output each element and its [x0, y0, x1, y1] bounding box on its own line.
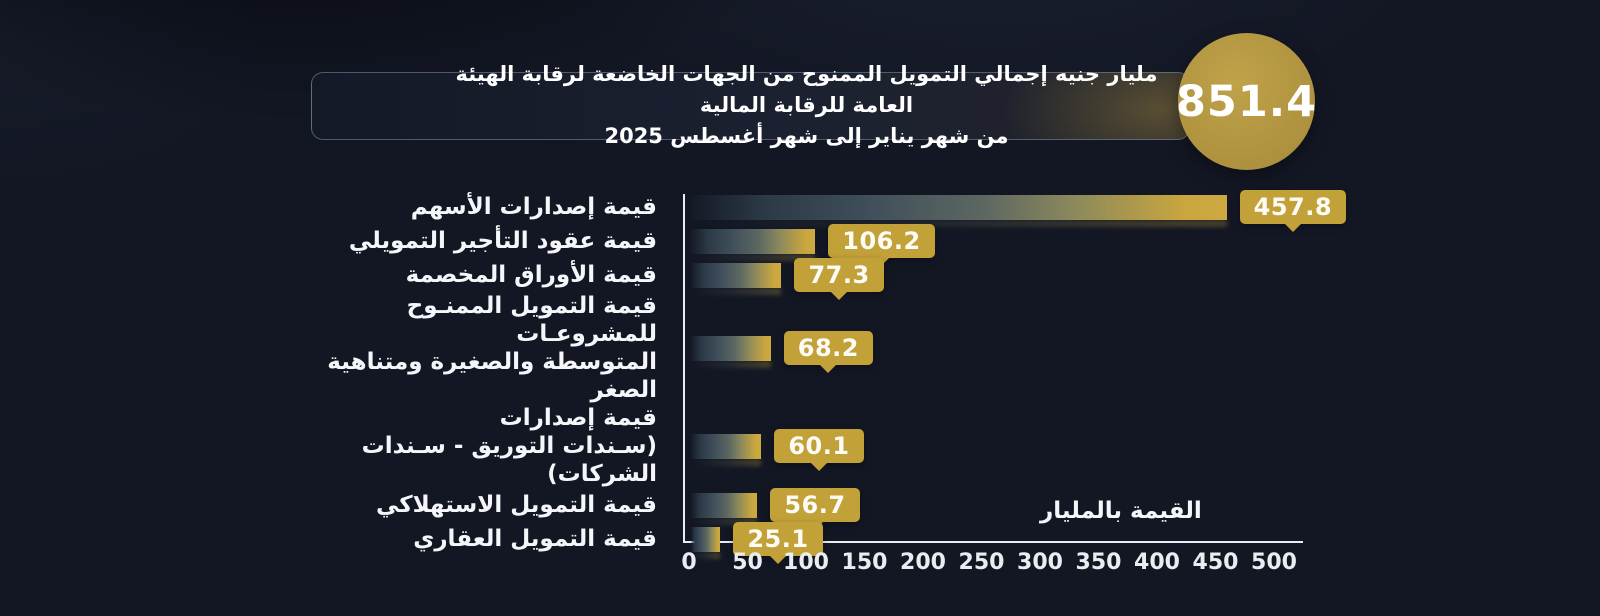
- bar: [691, 433, 762, 459]
- bar-cell: 106.2: [657, 224, 1345, 258]
- bar-cell: 60.1: [657, 429, 1345, 463]
- x-tick: 300: [1017, 550, 1063, 575]
- chart-row: قيمة إصدارات (سـندات التوريق - سـندات ال…: [285, 404, 1345, 488]
- bar-chart: قيمة إصدارات الأسهم 457.8 قيمة عقود التأ…: [285, 190, 1347, 556]
- x-axis-line: [683, 541, 1303, 543]
- category-label: قيمة إصدارات (سـندات التوريق - سـندات ال…: [361, 405, 657, 487]
- title-line-1: مليار جنيه إجمالي التمويل الممنوح من الج…: [455, 61, 1158, 117]
- y-axis-line: [683, 194, 685, 543]
- value-badge: 77.3: [794, 258, 884, 292]
- bar: [691, 228, 816, 254]
- x-tick: 200: [900, 550, 946, 575]
- chart-row: قيمة إصدارات الأسهم 457.8: [285, 190, 1347, 224]
- bar: [691, 262, 782, 288]
- value-badge: 56.7: [770, 488, 860, 522]
- bar-cell: 68.2: [657, 331, 1345, 365]
- value-badge: 25.1: [733, 522, 823, 556]
- bar-cell: 25.1: [657, 522, 1345, 556]
- value-badge: 60.1: [774, 429, 864, 463]
- x-axis-ticks: 0 50 100 150 200 250 300 350 400 450 500: [681, 550, 1297, 580]
- chart-row: قيمة التمويل الممنـوح للمشروعـات المتوسط…: [285, 292, 1345, 404]
- total-value: 851.4: [1176, 76, 1318, 127]
- chart-row: قيمة عقود التأجير التمويلي 106.2: [285, 224, 1345, 258]
- category-label: قيمة التمويل الاستهلاكي: [375, 492, 657, 518]
- x-tick: 50: [732, 550, 763, 575]
- x-tick: 100: [783, 550, 829, 575]
- x-tick: 0: [681, 550, 697, 575]
- x-tick: 500: [1251, 550, 1297, 575]
- x-tick: 400: [1134, 550, 1180, 575]
- category-label: قيمة التمويل الممنـوح للمشروعـات المتوسط…: [327, 293, 657, 403]
- bar-cell: 77.3: [657, 258, 1345, 292]
- total-value-circle: 851.4: [1176, 33, 1318, 170]
- bar: [691, 335, 771, 361]
- bar: [691, 194, 1227, 220]
- title-box: مليار جنيه إجمالي التمويل الممنوح من الج…: [311, 62, 1190, 148]
- x-tick: 150: [841, 550, 888, 575]
- x-tick: 350: [1075, 550, 1122, 575]
- bar-cell: 457.8: [657, 190, 1347, 224]
- category-label: قيمة عقود التأجير التمويلي: [348, 228, 657, 254]
- chart-row: قيمة التمويل الاستهلاكي 56.7: [285, 488, 1345, 522]
- x-tick: 450: [1192, 550, 1239, 575]
- category-label: قيمة الأوراق المخصمة: [405, 262, 657, 288]
- category-label: قيمة التمويل العقاري: [413, 526, 657, 552]
- axis-unit-note: القيمة بالمليار: [1040, 498, 1202, 524]
- x-tick: 250: [958, 550, 1005, 575]
- category-label: قيمة إصدارات الأسهم: [410, 194, 657, 220]
- bar: [691, 492, 758, 518]
- bar: [691, 526, 721, 552]
- chart-row: قيمة الأوراق المخصمة 77.3: [285, 258, 1345, 292]
- value-badge: 457.8: [1239, 190, 1347, 224]
- chart-row: قيمة التمويل العقاري 25.1: [285, 522, 1345, 556]
- value-badge: 106.2: [828, 224, 935, 258]
- title-line-2: من شهر يناير إلى شهر أغسطس 2025: [604, 123, 1009, 148]
- value-badge: 68.2: [783, 331, 873, 365]
- bar-cell: 56.7: [657, 488, 1345, 522]
